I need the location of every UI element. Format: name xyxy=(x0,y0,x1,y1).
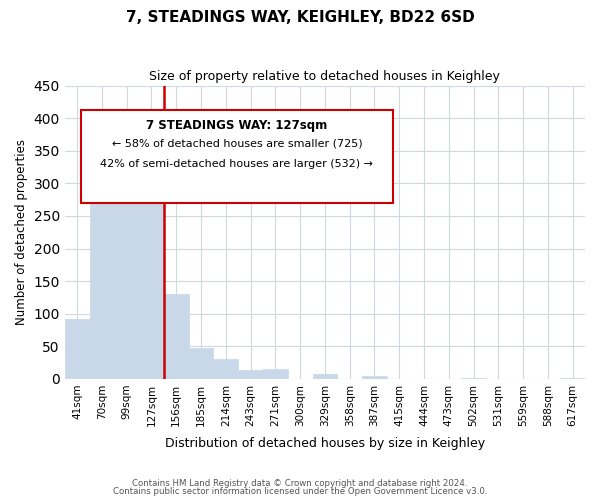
Text: 7, STEADINGS WAY, KEIGHLEY, BD22 6SD: 7, STEADINGS WAY, KEIGHLEY, BD22 6SD xyxy=(125,10,475,25)
Bar xyxy=(263,369,288,379)
Text: Contains HM Land Registry data © Crown copyright and database right 2024.: Contains HM Land Registry data © Crown c… xyxy=(132,478,468,488)
Bar xyxy=(164,294,188,379)
Bar xyxy=(65,319,89,379)
Bar xyxy=(461,378,486,379)
Bar xyxy=(313,374,337,379)
Text: 42% of semi-detached houses are larger (532) →: 42% of semi-detached houses are larger (… xyxy=(101,159,373,169)
Text: Contains public sector information licensed under the Open Government Licence v3: Contains public sector information licen… xyxy=(113,487,487,496)
X-axis label: Distribution of detached houses by size in Keighley: Distribution of detached houses by size … xyxy=(165,437,485,450)
Title: Size of property relative to detached houses in Keighley: Size of property relative to detached ho… xyxy=(149,70,500,83)
Y-axis label: Number of detached properties: Number of detached properties xyxy=(15,139,28,325)
Bar xyxy=(560,378,585,379)
Bar xyxy=(214,358,238,379)
Bar xyxy=(89,182,115,379)
Bar xyxy=(188,348,214,379)
Bar xyxy=(115,156,139,379)
Bar xyxy=(139,197,164,379)
Bar xyxy=(362,376,387,379)
Text: ← 58% of detached houses are smaller (725): ← 58% of detached houses are smaller (72… xyxy=(112,139,362,149)
Bar xyxy=(238,370,263,379)
Text: 7 STEADINGS WAY: 127sqm: 7 STEADINGS WAY: 127sqm xyxy=(146,119,328,132)
